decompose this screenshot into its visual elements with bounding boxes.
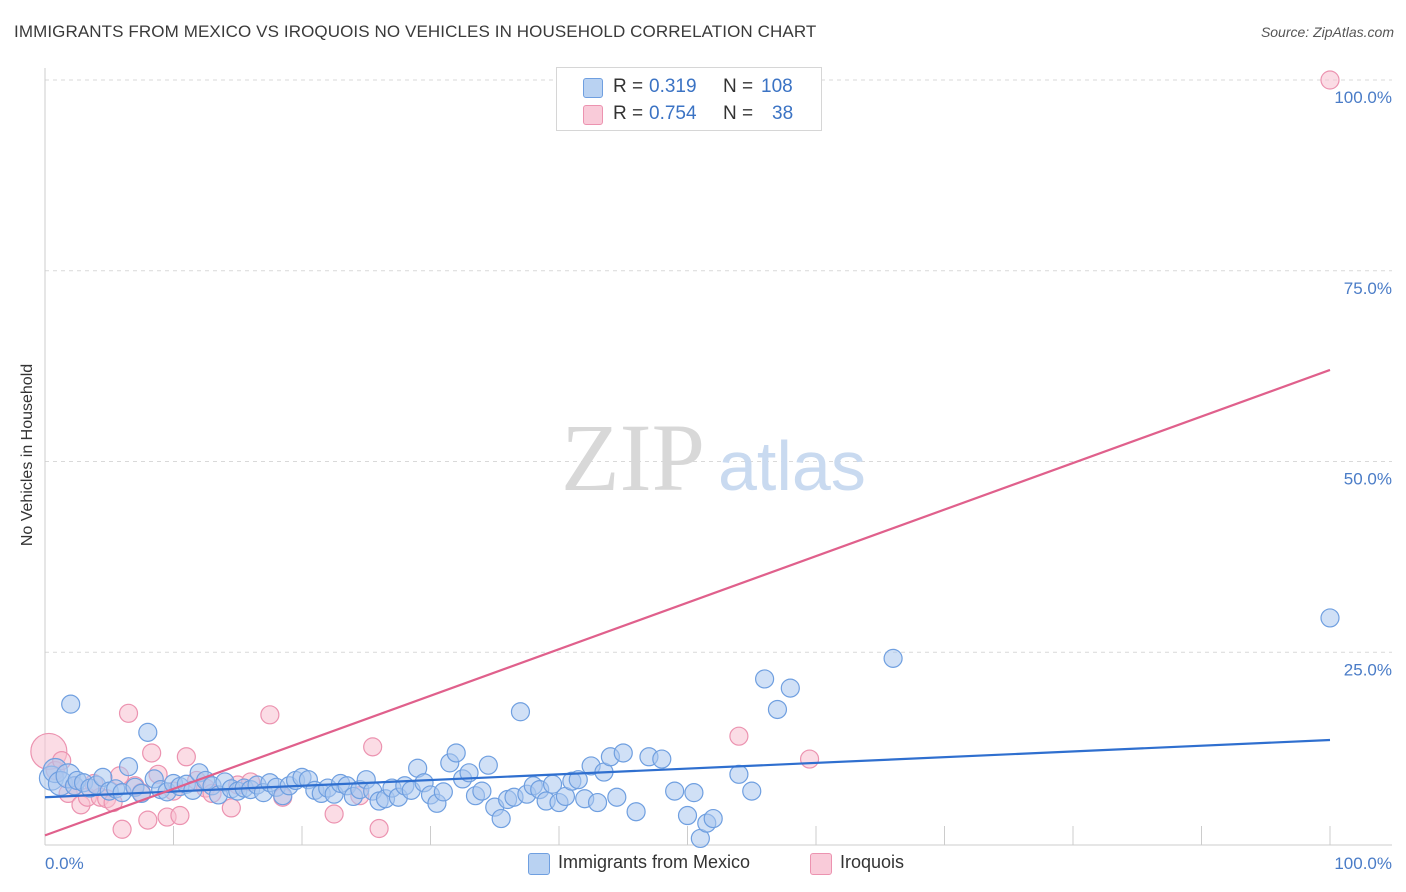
iroquois-point [112, 819, 132, 839]
legend-r-value: 0.319 [649, 76, 697, 97]
legend-r-value: 0.754 [649, 103, 697, 124]
legend-n-value: 108 [761, 76, 793, 97]
mexico-point [138, 722, 158, 742]
iroquois-point [324, 804, 344, 824]
mexico-point [626, 802, 646, 822]
iroquois-point [363, 737, 383, 757]
legend-swatch-mexico [583, 78, 603, 98]
iroquois-point [138, 810, 158, 830]
mexico-point [568, 770, 588, 790]
legend-swatch-iroquois [583, 105, 603, 125]
mexico-point [1320, 608, 1340, 628]
axes [44, 68, 1392, 846]
mexico-point [587, 792, 608, 813]
mexico-point [677, 805, 698, 826]
source-credit: Source: ZipAtlas.com [1260, 24, 1394, 40]
mexico-point [652, 749, 672, 769]
mexico-point [729, 764, 749, 784]
mexico-point [446, 743, 466, 763]
watermark-zip: ZIP [561, 404, 705, 511]
tick-labels: 100.0% 75.0% 50.0% 25.0% 0.0% 100.0% [45, 88, 1392, 873]
iroquois-point [369, 818, 389, 839]
legend-n-label: N = [723, 103, 754, 124]
x-tick-label: 100.0% [1334, 854, 1392, 873]
mexico-point [607, 787, 627, 807]
bottom-legend-label-mexico: Immigrants from Mexico [558, 852, 751, 872]
legend-r-label: R = [613, 103, 644, 124]
mexico-point [61, 694, 81, 714]
mexico-point [665, 781, 685, 801]
iroquois-trend-line [44, 368, 1331, 837]
iroquois-point [142, 743, 162, 763]
y-tick-label: 75.0% [1344, 279, 1392, 298]
bottom-legend-swatch-mexico [528, 853, 550, 875]
mexico-points [38, 608, 1340, 849]
legend-r-label: R = [613, 76, 644, 97]
mexico-point [742, 781, 762, 801]
mexico-point [613, 743, 633, 763]
bottom-legend-label-iroquois: Iroquois [840, 852, 905, 872]
mexico-trend-line [44, 738, 1331, 799]
watermark-atlas: atlas [718, 427, 866, 505]
y-tick-label: 25.0% [1344, 660, 1392, 679]
mexico-point [780, 678, 800, 698]
iroquois-point [260, 705, 280, 725]
x-tick-label: 0.0% [45, 854, 84, 873]
bottom-legend-swatch-iroquois [810, 853, 832, 875]
chart-title: IMMIGRANTS FROM MEXICO VS IROQUOIS NO VE… [14, 22, 817, 41]
mexico-point [118, 757, 139, 777]
mexico-point [491, 808, 511, 829]
legend-n-value: 38 [772, 103, 794, 124]
mexico-point [472, 781, 492, 801]
iroquois-point [176, 747, 196, 767]
y-tick-label: 100.0% [1334, 88, 1392, 107]
iroquois-point [118, 703, 139, 723]
y-tick-label: 50.0% [1344, 470, 1392, 489]
legend-n-label: N = [723, 76, 754, 97]
mexico-point [478, 755, 498, 775]
mexico-point [684, 783, 704, 803]
mexico-point [433, 782, 453, 802]
iroquois-point [170, 805, 190, 826]
mexico-point [703, 808, 723, 829]
mexico-point [754, 669, 775, 689]
iroquois-point [799, 749, 820, 769]
iroquois-point [1320, 70, 1340, 90]
mexico-point [883, 648, 903, 668]
mexico-point [767, 699, 788, 720]
stats-legend: R = 0.319 N = 108 R = 0.754 N = 38 [556, 67, 822, 131]
mexico-point [510, 702, 531, 722]
trend-lines [44, 368, 1331, 837]
watermark: ZIP atlas [561, 404, 866, 511]
iroquois-point [221, 798, 241, 818]
iroquois-point [729, 726, 749, 746]
